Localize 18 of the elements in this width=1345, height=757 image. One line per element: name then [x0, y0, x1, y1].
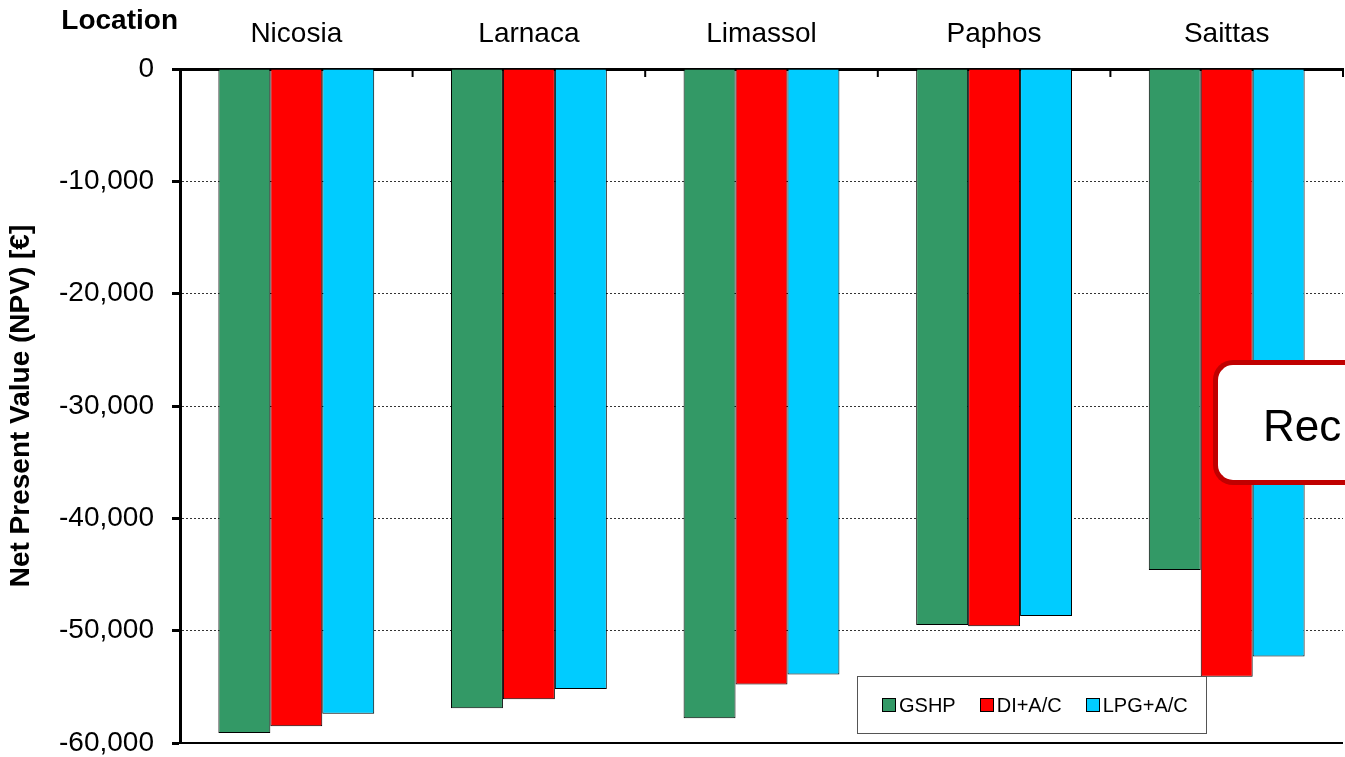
legend-label: LPG+A/C [1102, 693, 1188, 717]
legend-label: GSHP [899, 693, 956, 717]
x-tick-label: Nicosia [250, 16, 343, 48]
legend-label: DI+A/C [996, 693, 1062, 717]
y-tick-label: -20,000 [59, 276, 154, 308]
y-tick-label: 0 [138, 51, 154, 83]
y-tick-label: -30,000 [59, 388, 154, 420]
y-tick-label: -60,000 [59, 725, 154, 757]
x-tick-label: Saittas [1183, 16, 1270, 48]
annotation: Rec [1263, 401, 1342, 450]
x-tick-label: Paphos [946, 16, 1042, 48]
x-tick-label: Limassol [706, 16, 817, 48]
y-tick-label: -40,000 [59, 501, 154, 533]
y-tick-label: -10,000 [59, 164, 154, 196]
x-axis-title: Location [61, 4, 178, 35]
x-tick-label: Larnaca [478, 16, 580, 48]
y-tick-label: -50,000 [59, 613, 154, 645]
y-axis-title: Net Present Value (NPV) [€] [3, 224, 35, 588]
